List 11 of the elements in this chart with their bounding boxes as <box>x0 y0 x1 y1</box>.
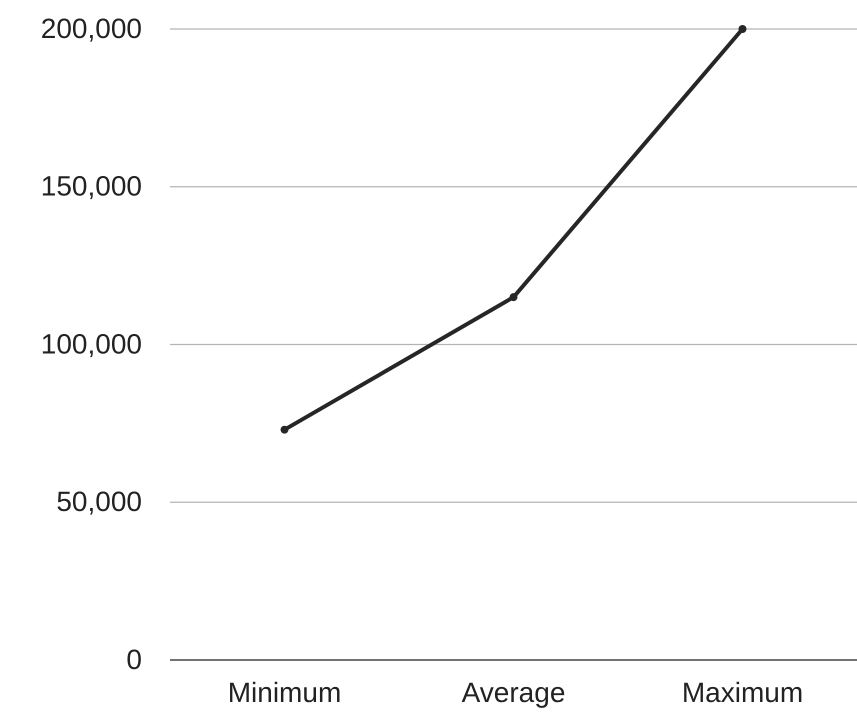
x-tick-label: Average <box>462 676 566 708</box>
x-tick-label: Maximum <box>682 676 804 708</box>
x-tick-label: Minimum <box>228 676 342 708</box>
point <box>738 25 746 33</box>
y-tick-label: 200,000 <box>40 12 142 44</box>
point <box>280 426 288 434</box>
y-tick-label: 100,000 <box>40 328 142 360</box>
point <box>510 293 518 302</box>
y-tick-label: 50,000 <box>56 486 142 518</box>
y-tick-label: 0 <box>126 644 142 675</box>
y-tick-label: 150,000 <box>40 170 142 202</box>
